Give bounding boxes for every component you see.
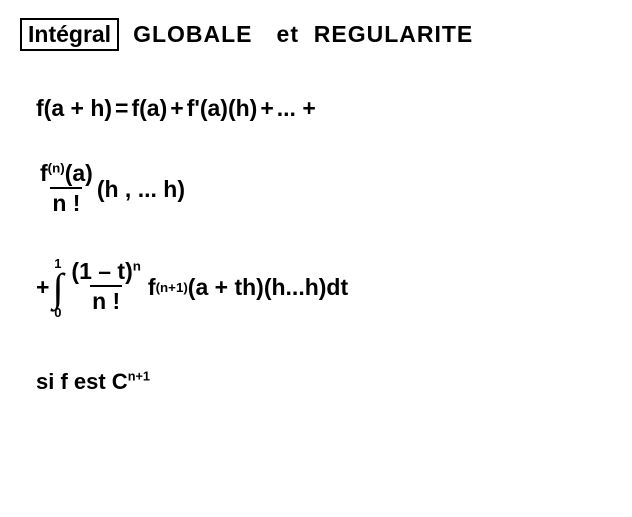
equation-line-3: + 1 ∫ 0 (1 – t)n n ! f(n+1)(a + th)(h...…	[36, 257, 612, 319]
condition-text: si f est C	[36, 369, 128, 394]
l2-denominator: n !	[50, 187, 82, 216]
l3-denominator: n !	[90, 285, 122, 314]
l2-fraction: f(n)(a) n !	[38, 162, 95, 216]
title-boxed: Intégral	[20, 18, 119, 51]
l1-plus1: +	[170, 95, 183, 122]
integral-sign: 1 ∫ 0	[52, 257, 63, 319]
l2-num-arg: (a)	[65, 160, 93, 186]
title-word2: et	[277, 21, 299, 47]
l3-plus: +	[36, 274, 49, 301]
equation-line-1: f(a + h) = f(a) + f'(a)(h) + ... +	[36, 95, 612, 122]
l2-num-f: f	[40, 160, 48, 186]
l3-numerator: (1 – t)n	[69, 260, 143, 285]
l1-dots: ... +	[277, 95, 316, 122]
l1-rhs2-arg2: (h)	[228, 95, 257, 122]
l1-rhs2-f: f'	[187, 95, 200, 122]
page: Intégral GLOBALE et REGULARITE f(a + h) =…	[0, 0, 632, 415]
integral-symbol: ∫	[52, 270, 63, 306]
l1-rhs1: f(a)	[131, 95, 167, 122]
l2-num-sup: (n)	[48, 161, 65, 176]
l3-dt: dt	[326, 274, 348, 301]
condition-sup: n+1	[128, 368, 150, 383]
integral-lower: 0	[54, 306, 61, 319]
condition-line: si f est Cn+1	[36, 369, 612, 395]
l3-integral: 1 ∫ 0 (1 – t)n n ! f(n+1)(a + th)(h...h)…	[52, 257, 348, 319]
equation-line-2: f(n)(a) n ! (h , ... h)	[36, 162, 612, 216]
l3-num-base: (1 – t)	[71, 258, 132, 284]
l2-numerator: f(n)(a)	[38, 162, 95, 187]
l3-mid-f: f	[148, 274, 156, 301]
l1-eq: =	[115, 95, 128, 122]
l1-lhs: f(a + h)	[36, 95, 112, 122]
title-rest: GLOBALE et REGULARITE	[133, 21, 473, 48]
title-word1: GLOBALE	[133, 21, 252, 47]
l1-rhs2-arg1: (a)	[200, 95, 228, 122]
l1-plus2: +	[260, 95, 273, 122]
l3-num-sup: n	[133, 259, 141, 274]
l3-fraction: (1 – t)n n !	[69, 260, 143, 314]
l3-mid-arg1: (a + th)	[188, 274, 264, 301]
l3-mid-arg2: (h...h)	[264, 274, 327, 301]
l2-tail: (h , ... h)	[97, 176, 185, 203]
title-word3: REGULARITE	[314, 21, 474, 47]
title-line: Intégral GLOBALE et REGULARITE	[20, 18, 612, 51]
